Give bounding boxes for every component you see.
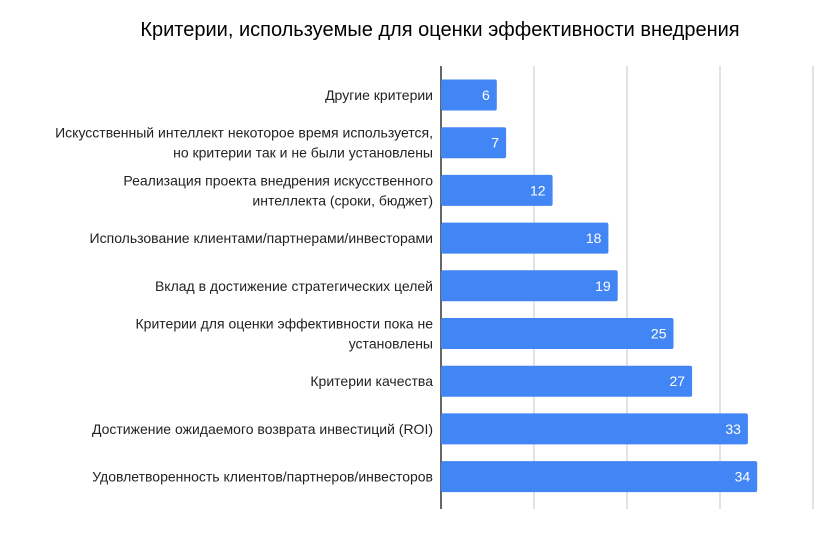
bar — [441, 79, 497, 111]
category-label: Реализация проекта внедрения искусственн… — [123, 172, 433, 188]
category-label: Удовлетворенность клиентов/партнеров/инв… — [92, 469, 433, 485]
category-label: интеллекта (сроки, бюджет) — [252, 192, 433, 208]
data-label: 6 — [482, 87, 490, 103]
category-label: Использование клиентами/партнерами/инвес… — [90, 230, 433, 246]
category-label: Критерии для оценки эффективности пока н… — [136, 316, 434, 332]
category-label: Критерии качества — [310, 373, 433, 389]
bar — [441, 461, 758, 493]
bar — [441, 222, 609, 254]
bar — [441, 413, 748, 445]
category-label: Искусственный интеллект некоторое время … — [55, 125, 433, 141]
data-label: 25 — [651, 326, 667, 342]
category-label: но критерии так и не были установлены — [173, 145, 433, 161]
bar — [441, 318, 674, 349]
bar — [441, 174, 553, 206]
data-label: 12 — [530, 182, 546, 198]
bar — [441, 127, 507, 159]
bar — [441, 270, 618, 302]
category-label: Вклад в достижение стратегических целей — [155, 278, 433, 294]
category-label: установлены — [349, 336, 433, 352]
data-label: 33 — [725, 421, 741, 437]
bar — [441, 365, 693, 397]
data-label: 18 — [586, 230, 602, 246]
data-label: 7 — [491, 135, 499, 151]
data-label: 34 — [735, 469, 751, 485]
category-label: Другие критерии — [325, 87, 433, 103]
data-label: 27 — [670, 373, 686, 389]
category-label: Достижение ожидаемого возврата инвестици… — [92, 421, 433, 437]
data-label: 19 — [595, 278, 611, 294]
chart-title: Критерии, используемые для оценки эффект… — [140, 19, 739, 41]
